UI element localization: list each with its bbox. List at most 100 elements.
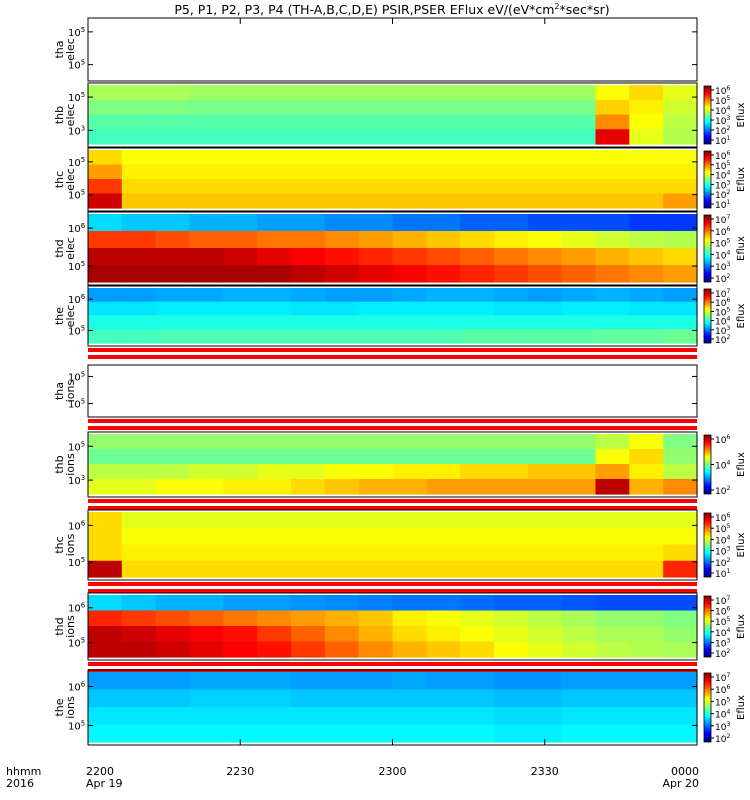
heatmap-cell: [189, 707, 224, 726]
heatmap-cell: [358, 434, 394, 450]
heatmap-cell: [291, 595, 326, 612]
heatmap-cell: [223, 164, 258, 180]
heatmap-cell: [460, 724, 495, 743]
heatmap-cell: [223, 449, 258, 465]
heatmap-cell: [189, 150, 224, 166]
heatmap-cell: [88, 150, 123, 166]
heatmap-cell: [189, 479, 224, 495]
heatmap-cell: [392, 512, 427, 529]
panel-name: thb: [53, 455, 66, 473]
heatmap-cell: [392, 164, 427, 180]
heatmap-cell: [595, 689, 630, 708]
heatmap-cell: [460, 641, 495, 658]
heatmap-cell: [460, 329, 495, 344]
heatmap-cell: [561, 214, 597, 232]
colorbar-tick-label: 104: [715, 709, 730, 721]
colorbar-tick-label: 102: [715, 273, 730, 285]
heatmap-cell: [189, 610, 224, 627]
heatmap-cell: [392, 99, 427, 116]
heatmap-cell: [121, 512, 157, 529]
heatmap-cell: [426, 449, 461, 465]
heatmap-cell: [324, 288, 360, 303]
heatmap-cell: [223, 150, 258, 166]
colorbar-tick-label: 104: [715, 534, 730, 546]
heatmap-cell: [426, 512, 461, 529]
heatmap-cell: [426, 179, 461, 195]
heatmap-cell: [155, 85, 191, 101]
heatmap-cell: [595, 214, 630, 232]
heatmap-cell: [426, 150, 461, 166]
time-tick-label: 2330: [531, 765, 559, 778]
heatmap-cell: [358, 626, 394, 643]
heatmap-cell: [257, 150, 292, 166]
heatmap-cell: [527, 231, 563, 249]
panel-type: ions: [64, 615, 77, 638]
colorbar-tick-label: 105: [715, 306, 730, 318]
heatmap-cell: [358, 193, 394, 209]
heatmap-cell: [88, 672, 123, 691]
heatmap-cell: [629, 641, 664, 658]
heatmap-cell: [291, 129, 326, 145]
flag-bar-bottom: [88, 426, 697, 430]
heatmap-cell: [561, 231, 597, 249]
heatmap-cell: [189, 288, 224, 303]
heatmap-cell: [291, 512, 326, 529]
heatmap-cell: [155, 214, 191, 232]
time-tick-label: 2300: [379, 765, 407, 778]
heatmap-cell: [527, 512, 563, 529]
heatmap-cell: [223, 512, 258, 529]
flag-bar: [88, 419, 697, 430]
heatmap-cell: [121, 301, 157, 317]
heatmap-cell: [324, 464, 360, 480]
heatmap-cell: [324, 114, 360, 130]
heatmap-cell: [291, 544, 326, 562]
heatmap-cell: [324, 707, 360, 726]
y-tick-label: 105: [68, 324, 85, 337]
heatmap-cell: [324, 595, 360, 612]
heatmap-cell: [663, 544, 698, 562]
heatmap-cell: [291, 301, 326, 317]
heatmap-cell: [527, 689, 563, 708]
heatmap-cell: [257, 449, 292, 465]
heatmap-cell: [121, 248, 157, 266]
heatmap-cell: [426, 464, 461, 480]
heatmap-cell: [257, 329, 292, 344]
heatmap-cell: [392, 707, 427, 726]
heatmap-cell: [189, 301, 224, 317]
heatmap-cell: [223, 193, 258, 209]
heatmap-cell: [121, 464, 157, 480]
heatmap-cell: [426, 641, 461, 658]
colorbar-tick-label: 104: [715, 627, 730, 639]
heatmap-cell: [257, 179, 292, 195]
heatmap-cell: [527, 129, 563, 145]
panel-name: thc: [53, 171, 66, 188]
heatmap-cell: [257, 164, 292, 180]
colorbar-tick-label: 103: [715, 115, 730, 127]
colorbar-tick-label: 102: [715, 485, 730, 497]
heatmap-cell: [663, 85, 698, 101]
heatmap-cell: [595, 329, 630, 344]
heatmap-cell: [324, 231, 360, 249]
heatmap-cell: [629, 544, 664, 562]
heatmap-cell: [663, 672, 698, 691]
heatmap-cell: [358, 288, 394, 303]
y-tick-label: 106: [68, 293, 86, 306]
y-tick-label: 105: [68, 397, 85, 410]
heatmap-cell: [189, 315, 224, 330]
colorbar-tick-label: 105: [715, 523, 730, 535]
heatmap-cell: [324, 164, 360, 180]
heatmap-cell: [494, 248, 529, 266]
heatmap-cell: [257, 248, 292, 266]
heatmap-cell: [121, 528, 157, 546]
heatmap-cell: [629, 315, 664, 330]
colorbar-tick-label: 102: [715, 125, 730, 137]
heatmap-cell: [324, 434, 360, 450]
heatmap-cell: [595, 528, 630, 546]
heatmap-cell: [189, 434, 224, 450]
heatmap-cell: [121, 724, 157, 743]
panel-type: ions: [64, 379, 77, 402]
heatmap-cell: [392, 231, 427, 249]
heatmap-cell: [426, 99, 461, 116]
heatmap-cell: [426, 528, 461, 546]
